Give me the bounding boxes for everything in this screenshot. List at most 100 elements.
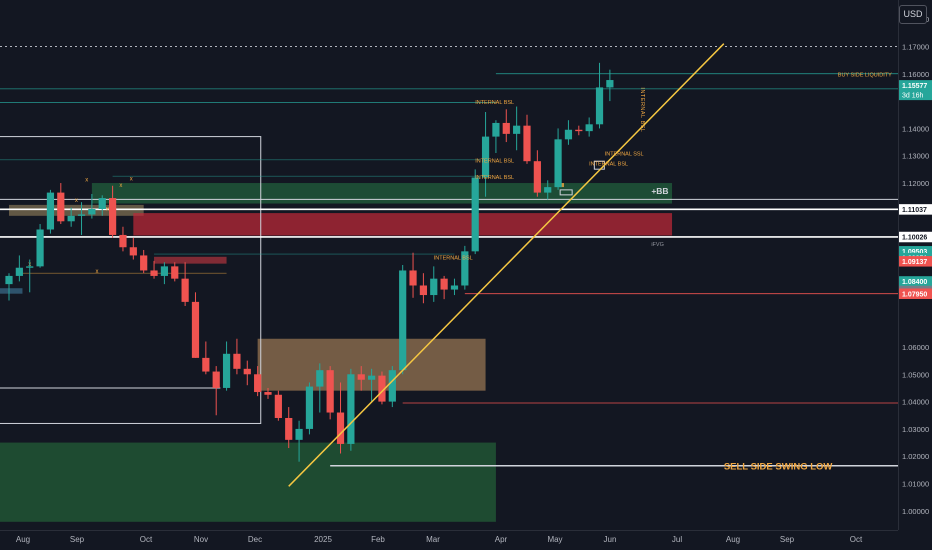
candle	[492, 120, 500, 153]
annotation-label: +BB	[651, 186, 668, 196]
price-tick-label: 1.06000	[902, 343, 929, 352]
candle-body	[585, 124, 593, 132]
candle-body	[77, 214, 86, 216]
time-tick-label: Sep	[780, 535, 795, 544]
candle	[481, 112, 490, 197]
time-tick-label: Jul	[672, 535, 682, 544]
price-tick-label: 1.16000	[902, 70, 929, 79]
candle-body	[129, 247, 137, 256]
candle	[450, 278, 459, 296]
price-tick-label: 1.02000	[902, 452, 929, 461]
candle	[440, 275, 448, 300]
annotation-label: INTERNAL BSL	[639, 87, 645, 132]
candle	[368, 368, 376, 402]
time-tick-label: Aug	[726, 535, 740, 544]
candle-body	[305, 386, 314, 429]
candle	[254, 366, 262, 397]
price-tick-label: 1.17000	[902, 42, 929, 51]
time-tick-label: Sep	[70, 535, 85, 544]
candle	[564, 120, 573, 145]
green-zone-upper	[91, 183, 673, 204]
candle-body	[399, 270, 407, 371]
candle-body	[171, 266, 179, 279]
price-badge-label: 1.07950	[902, 291, 927, 298]
candle-body	[150, 270, 158, 276]
candle	[326, 366, 334, 420]
candle	[129, 237, 137, 260]
price-badge	[899, 246, 932, 257]
green-zone-bottom	[0, 442, 496, 522]
candle-body	[274, 394, 282, 418]
candle	[461, 245, 469, 290]
candle	[140, 249, 148, 274]
candle-body	[254, 374, 262, 393]
candle-body	[109, 198, 117, 235]
candle	[533, 150, 541, 197]
candle-body	[606, 80, 614, 88]
price-tick-label: 1.03000	[902, 425, 929, 434]
price-badge-label: 1.08400	[902, 279, 927, 286]
candle	[305, 382, 314, 435]
candle	[388, 366, 396, 408]
candle-body	[295, 428, 303, 440]
candle	[544, 180, 552, 200]
candle-body	[26, 266, 34, 268]
candle-body	[119, 234, 127, 248]
price-badge-countdown: 3d 16h	[902, 92, 924, 99]
annotation-label: BUY SIDE LIQUIDITY	[838, 72, 892, 78]
candle-body	[316, 370, 324, 387]
time-tick-label: Feb	[371, 535, 385, 544]
candle	[502, 109, 510, 143]
candle	[88, 193, 96, 219]
time-tick-label: May	[547, 535, 562, 544]
candle-body	[212, 371, 220, 388]
candle	[513, 106, 521, 151]
candle-body	[492, 122, 500, 137]
time-tick-label: Oct	[850, 535, 863, 544]
candle-body	[575, 129, 583, 132]
price-badge	[899, 256, 932, 267]
candle	[316, 363, 324, 413]
candle-body	[67, 215, 75, 222]
candle	[595, 62, 604, 129]
swing-marker: x	[85, 178, 88, 184]
candle	[181, 262, 189, 306]
drawings: xxxxxxx	[0, 45, 898, 467]
time-tick-label: Jun	[604, 535, 617, 544]
candle-body	[471, 177, 479, 252]
candle-body	[181, 278, 189, 302]
annotation-label: INTERNAL BSL	[434, 256, 473, 262]
candle	[523, 114, 531, 164]
candle-body	[481, 136, 490, 178]
candle	[285, 407, 293, 449]
candle	[243, 360, 251, 386]
candle	[98, 195, 106, 216]
candle	[26, 259, 34, 293]
currency-button[interactable]: USD	[899, 5, 927, 24]
candles	[5, 62, 614, 462]
candle-body	[357, 374, 365, 380]
price-tick-label: 1.00000	[902, 507, 929, 516]
candle-body	[368, 375, 376, 380]
price-badge-label: 1.11037	[902, 207, 927, 214]
candle-body	[419, 285, 427, 296]
candle	[430, 266, 438, 302]
candle	[36, 224, 44, 268]
swing-marker: x	[130, 176, 133, 182]
candle	[336, 382, 345, 454]
price-badge	[899, 276, 932, 287]
trendline	[288, 43, 725, 487]
price-badge-label: 1.15577	[902, 83, 927, 90]
red-zone-small	[154, 256, 227, 264]
price-tick-label: 1.14000	[902, 124, 929, 133]
red-zone-fvg	[133, 213, 673, 236]
candle-body	[533, 161, 541, 193]
candle	[575, 125, 583, 136]
candle-body	[388, 370, 396, 402]
candle	[471, 169, 479, 255]
annotation-label: SELL SIDE SWING LOW	[724, 461, 833, 472]
candle-body	[15, 267, 23, 276]
swing-marker: x	[96, 269, 99, 275]
annotation-label: iFVG	[651, 242, 664, 248]
